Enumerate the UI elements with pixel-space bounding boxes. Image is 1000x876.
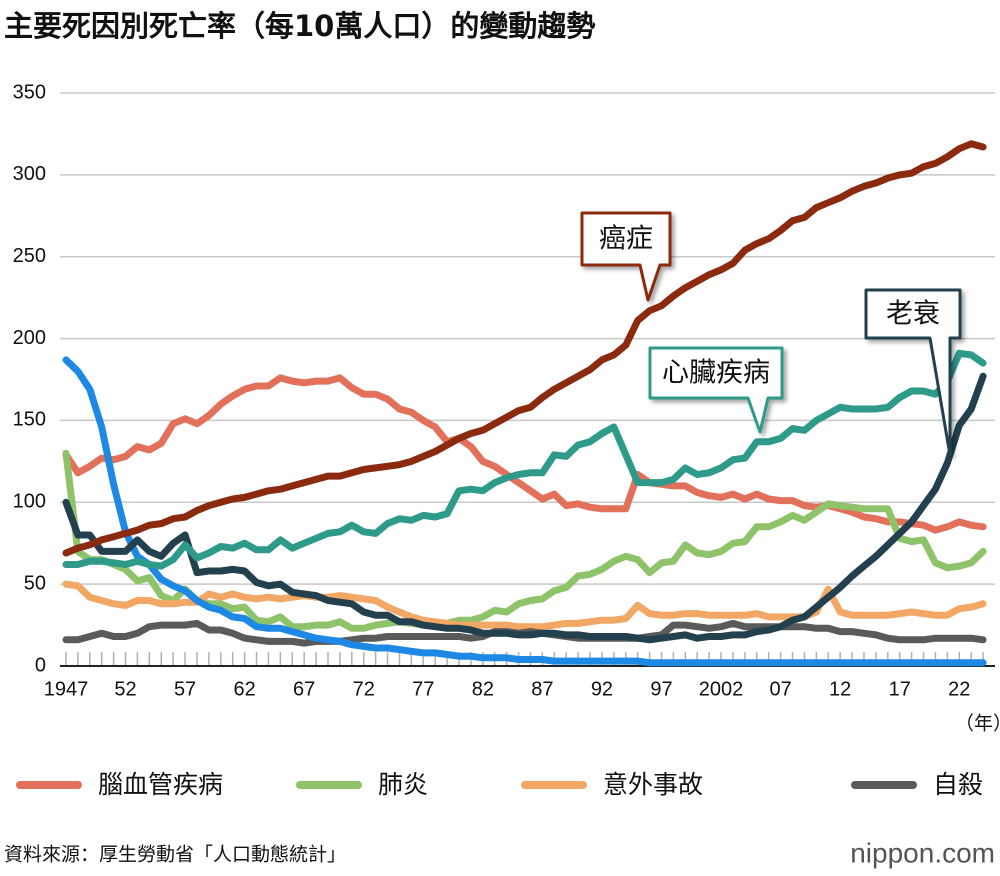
x-unit: （年） [955,713,1000,735]
x-tick-label: 62 [233,678,255,700]
x-tick-label: 82 [472,678,494,700]
legend-label: 意外事故 [603,770,703,799]
callout-box [648,346,784,434]
x-tick-label: 07 [769,678,791,700]
callout-label: 癌症 [599,224,653,255]
y-tick-label: 200 [13,327,46,349]
y-tick-label: 0 [35,654,46,676]
x-tick-label: 22 [948,678,970,700]
x-tick-label: 87 [531,678,553,700]
y-tick-label: 350 [13,81,46,103]
x-tick-label: 97 [650,678,672,700]
y-tick-label: 250 [13,245,46,267]
series-line [62,449,987,632]
callout-box [864,288,962,457]
chart-title: 主要死因別死亡率（每10萬人口）的變動趨勢 [4,9,595,43]
x-tick-label: 57 [174,678,196,700]
callout [580,211,672,302]
x-tick-label: 12 [829,678,851,700]
source: 資料來源：厚生勞動省「人口動態統計」 [4,844,346,866]
x-tick-label: 72 [353,678,375,700]
y-tick-label: 150 [13,409,46,431]
y-tick-label: 300 [13,163,46,185]
legend-label: 腦血管疾病 [98,770,223,799]
series-line [62,349,987,570]
series-line [62,140,987,557]
x-tick-label: 52 [114,678,136,700]
callout-label: 心臟疾病 [662,358,770,389]
y-tick-label: 100 [13,491,46,513]
x-tick-label: 2002 [699,678,744,700]
x-tick-label: 77 [412,678,434,700]
series-line [62,372,987,644]
legend-label: 自殺 [933,770,983,799]
logo: nippon.com [850,837,995,868]
x-tick-label: 1947 [44,678,89,700]
callout-label: 老衰 [886,299,940,330]
series-line [62,356,987,667]
x-tick-label: 17 [889,678,911,700]
x-tick-label: 67 [293,678,315,700]
x-tick-label: 92 [591,678,613,700]
legend-label: 肺炎 [378,770,428,799]
callout-box [580,211,672,302]
y-tick-label: 50 [24,572,46,594]
callout [864,288,962,457]
callout [648,346,784,434]
